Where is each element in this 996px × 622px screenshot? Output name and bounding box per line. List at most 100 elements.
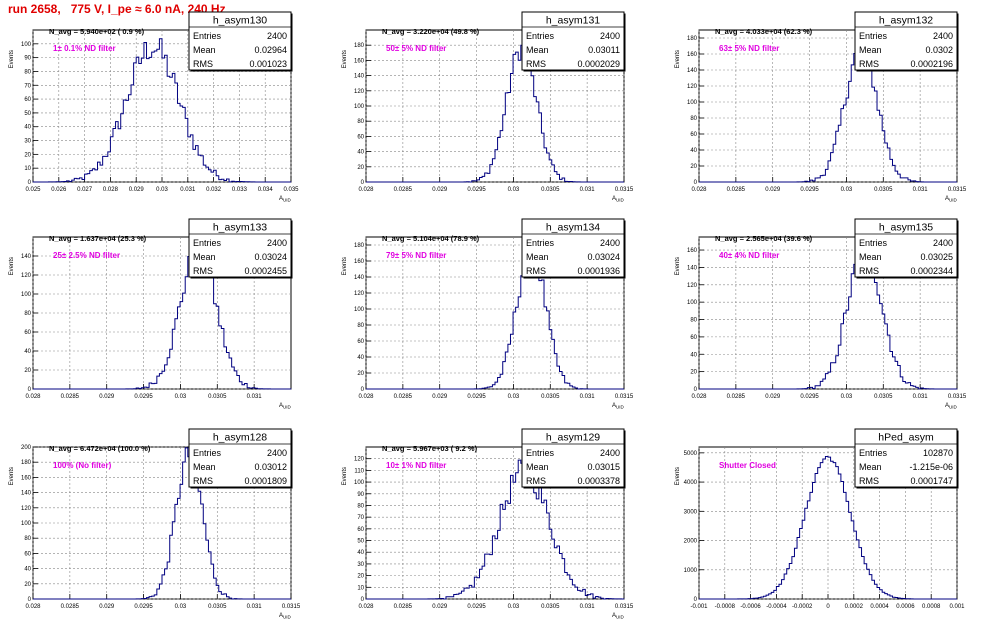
stat-value: 2400 xyxy=(267,31,287,41)
histogram-panel-h_asym131: 0.028 0.0285 0.029 0.0295 0.03 0.0305 0.031 0.0… xyxy=(342,11,634,203)
x-tick-label: 0.032 xyxy=(206,187,222,193)
x-tick-label: 0.031 xyxy=(247,394,263,400)
x-tick-label: 0.0285 xyxy=(727,187,746,193)
y-tick-label: 160 xyxy=(687,52,698,58)
y-tick-label: 20 xyxy=(357,371,364,377)
x-tick-label: 0.033 xyxy=(232,187,248,193)
stat-value: 0.03024 xyxy=(254,252,287,262)
x-tick-label: 0.029 xyxy=(432,187,448,193)
y-tick-label: 120 xyxy=(687,84,698,90)
y-tick-label: 80 xyxy=(357,503,364,509)
x-tick-label: 0.03 xyxy=(841,187,853,193)
y-tick-label: 80 xyxy=(690,116,697,122)
y-tick-label: 180 xyxy=(354,43,365,49)
y-tick-label: 180 xyxy=(687,36,698,42)
stat-value: 0.0002344 xyxy=(910,266,953,276)
stats-box xyxy=(521,11,625,71)
x-tick-label: 0.03 xyxy=(508,187,520,193)
histogram-name: h_asym128 xyxy=(213,432,267,444)
y-axis-label: Events xyxy=(675,467,681,485)
y-tick-label: 80 xyxy=(24,311,31,317)
filter-annotation: 10± 1% ND filter xyxy=(386,461,446,470)
stat-value: 0.0302 xyxy=(925,45,953,55)
stat-label: Entries xyxy=(193,31,222,41)
y-tick-label: 100 xyxy=(687,100,698,106)
y-tick-label: 140 xyxy=(21,491,32,497)
x-tick-label: -0.001 xyxy=(690,604,708,610)
y-tick-label: 40 xyxy=(357,355,364,361)
y-tick-label: 40 xyxy=(24,567,31,573)
x-tick-label: 0.03 xyxy=(508,394,520,400)
x-tick-label: 0.0008 xyxy=(922,604,941,610)
y-tick-label: 0 xyxy=(694,180,698,186)
navg-label: N_avg = 5.104e+04 (78.9 %) xyxy=(382,234,480,243)
x-tick-label: 0.031 xyxy=(580,604,596,610)
y-tick-label: 0 xyxy=(694,387,698,393)
x-tick-label: 0.03 xyxy=(156,187,168,193)
y-tick-label: 30 xyxy=(357,562,364,568)
y-tick-label: 140 xyxy=(21,254,32,260)
y-tick-label: 0 xyxy=(28,180,32,186)
y-tick-label: 20 xyxy=(24,152,31,158)
stat-value: 2400 xyxy=(600,238,620,248)
stat-label: RMS xyxy=(193,59,213,69)
x-tick-label: 0.029 xyxy=(99,394,115,400)
y-tick-label: 70 xyxy=(24,83,31,89)
x-tick-label: 0.028 xyxy=(25,394,41,400)
stat-label: RMS xyxy=(526,59,546,69)
filter-annotation: 63± 5% ND filter xyxy=(719,44,779,53)
histogram-line xyxy=(699,43,957,183)
histogram-panel-h_asym135: 0.028 0.0285 0.029 0.0295 0.03 0.0305 0.031 0.0… xyxy=(675,218,967,410)
x-axis-label: AUID xyxy=(279,403,292,410)
x-tick-label: 0.0295 xyxy=(134,604,153,610)
y-tick-label: 80 xyxy=(357,119,364,125)
stat-label: Mean xyxy=(859,45,882,55)
stats-box xyxy=(188,218,292,278)
stat-label: Entries xyxy=(859,238,888,248)
stat-label: RMS xyxy=(859,59,879,69)
y-tick-label: 40 xyxy=(357,150,364,156)
x-tick-label: 0.0295 xyxy=(800,187,819,193)
navg-label: N_avg = 4.033e+04 (62.3 %) xyxy=(715,27,813,36)
y-tick-label: 20 xyxy=(690,164,697,170)
x-axis-label: AUID xyxy=(279,196,292,203)
navg-label: N_avg = 1.637e+04 (25.3 %) xyxy=(49,234,147,243)
x-tick-label: 0.0295 xyxy=(134,394,153,400)
x-tick-label: 0.028 xyxy=(691,187,707,193)
x-tick-label: 0.028 xyxy=(103,187,119,193)
histogram-panel-h_asym132: 0.028 0.0285 0.029 0.0295 0.03 0.0305 0.031 0.0… xyxy=(675,11,967,203)
stat-label: Entries xyxy=(526,238,555,248)
histogram-line xyxy=(33,240,291,390)
histogram-line xyxy=(699,241,957,390)
y-tick-label: 0 xyxy=(361,387,365,393)
stat-value: 102870 xyxy=(923,448,953,458)
y-tick-label: 4000 xyxy=(684,480,698,486)
stat-label: RMS xyxy=(526,266,546,276)
histogram-name: h_asym133 xyxy=(213,222,267,234)
x-tick-label: 0.0285 xyxy=(394,394,413,400)
stat-label: Entries xyxy=(526,448,555,458)
y-tick-label: 80 xyxy=(24,69,31,75)
y-tick-label: 10 xyxy=(357,585,364,591)
y-tick-label: 160 xyxy=(687,248,698,254)
stat-value: 0.03024 xyxy=(587,252,620,262)
stat-value: -1.215e-06 xyxy=(909,462,953,472)
stat-label: RMS xyxy=(193,476,213,486)
y-tick-label: 160 xyxy=(21,475,32,481)
filter-annotation: 40± 4% ND filter xyxy=(719,251,779,260)
y-axis-label: Events xyxy=(342,50,348,68)
y-tick-label: 70 xyxy=(357,515,364,521)
stat-value: 0.03011 xyxy=(588,45,620,55)
y-tick-label: 100 xyxy=(354,104,365,110)
y-tick-label: 110 xyxy=(354,468,364,474)
x-tick-label: 0.03 xyxy=(841,394,853,400)
y-tick-label: 140 xyxy=(354,74,365,80)
histogram-line xyxy=(699,455,957,600)
y-tick-label: 60 xyxy=(24,551,31,557)
histogram-panel-h_asym130: 0.025 0.026 0.027 0.028 0.029 0.03 0.031 0.032 0… xyxy=(9,11,299,203)
x-tick-label: 0.0285 xyxy=(394,604,413,610)
x-tick-label: 0.0315 xyxy=(615,394,634,400)
y-axis-label: Events xyxy=(9,257,15,275)
x-tick-label: 0.0315 xyxy=(615,604,634,610)
